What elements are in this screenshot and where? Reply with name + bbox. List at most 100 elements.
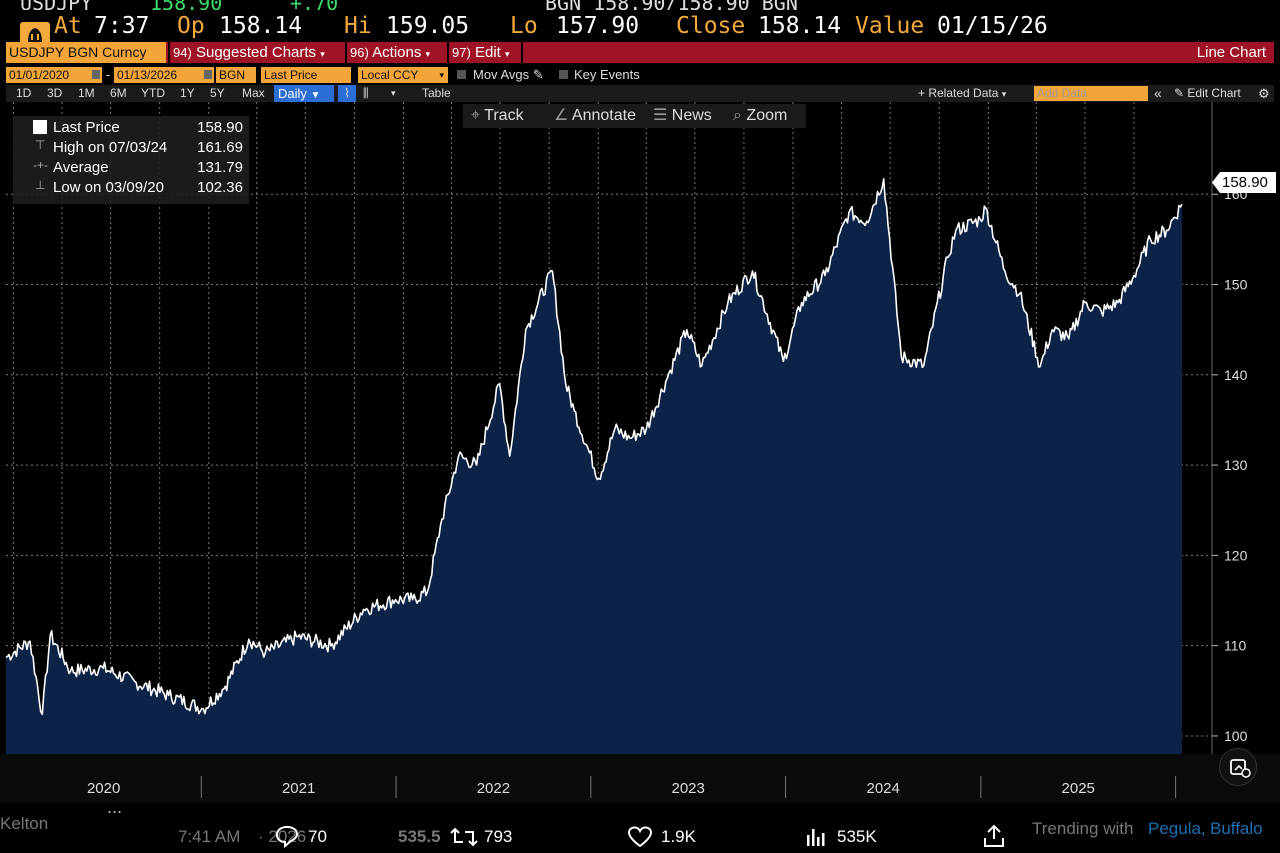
ticker-partial: USDJPY bbox=[20, 0, 92, 10]
x-tick-label: 2020 bbox=[87, 780, 120, 797]
range-ytd[interactable]: YTD bbox=[141, 86, 165, 100]
views-icon[interactable] bbox=[804, 825, 828, 853]
expand-image-icon[interactable] bbox=[1219, 748, 1257, 786]
reply-icon[interactable] bbox=[274, 824, 300, 853]
trending-label: Trending with bbox=[1032, 819, 1134, 838]
chevron-down-icon: ▼ bbox=[310, 90, 321, 101]
average-marker-icon: -+- bbox=[33, 158, 48, 172]
last-price-partial: 158.90 bbox=[150, 0, 222, 10]
actions-number: 96) bbox=[350, 45, 369, 60]
high-marker-icon: ⊤ bbox=[35, 138, 46, 152]
x-tick-label: 2022 bbox=[477, 780, 510, 797]
pricing-source-field[interactable]: BGN bbox=[216, 67, 256, 83]
track-label: Track bbox=[484, 107, 524, 124]
actions-label: Actions bbox=[372, 44, 422, 61]
zoom-tool[interactable]: ⌕ Zoom bbox=[733, 104, 787, 128]
edit-chart-button[interactable]: ✎ Edit Chart bbox=[1174, 85, 1241, 102]
chevron-down-icon[interactable]: ▾ bbox=[391, 88, 396, 98]
chart-legend[interactable]: Last Price 158.90 ⊤ High on 07/03/24 161… bbox=[13, 116, 249, 204]
x-tick-label: 2024 bbox=[867, 780, 900, 797]
annotate-tool[interactable]: ∠ Annotate bbox=[554, 104, 636, 128]
value-date: 01/15/26 bbox=[937, 13, 1048, 39]
related-data-menu[interactable]: + Related Data ▾ bbox=[918, 85, 1006, 102]
share-icon[interactable] bbox=[982, 823, 1006, 853]
low-marker-icon: ⊥ bbox=[35, 178, 46, 192]
chevron-down-icon: ▾ bbox=[425, 49, 431, 59]
candle-chart-icon[interactable]: ⫼ bbox=[363, 86, 369, 100]
gear-icon[interactable]: ⚙ bbox=[1258, 86, 1270, 101]
actions-menu[interactable]: 96) Actions ▾ bbox=[350, 42, 430, 63]
view-count: 535K bbox=[837, 827, 877, 846]
edit-label: Edit bbox=[474, 44, 501, 61]
toolbar-divider bbox=[521, 42, 523, 63]
range-5y[interactable]: 5Y bbox=[210, 86, 225, 100]
range-3d[interactable]: 3D bbox=[47, 86, 63, 100]
chevron-down-icon: ▾ bbox=[320, 49, 325, 59]
range-max[interactable]: Max bbox=[242, 86, 265, 100]
collapse-icon[interactable]: « bbox=[1154, 85, 1162, 101]
news-tool[interactable]: ☰ News bbox=[653, 104, 712, 128]
at-value: 7:37 bbox=[94, 13, 150, 39]
legend-high-value: 161.69 bbox=[197, 139, 243, 156]
change-partial: +.70 bbox=[290, 0, 338, 10]
more-icon[interactable]: ... bbox=[107, 797, 123, 817]
key-events-checkbox[interactable] bbox=[559, 70, 568, 79]
trending-link-buffalo[interactable]: Buffalo bbox=[1210, 819, 1263, 838]
low-value: 157.90 bbox=[556, 13, 640, 39]
like-count: 1.9K bbox=[661, 827, 696, 846]
y-tick-label: 120 bbox=[1224, 547, 1248, 563]
value-label: Value bbox=[855, 13, 925, 39]
open-value: 158.14 bbox=[219, 13, 303, 39]
y-tick-label: 110 bbox=[1224, 638, 1247, 654]
calendar-icon bbox=[92, 70, 100, 79]
legend-last-label: Last Price bbox=[53, 119, 120, 136]
field-selector[interactable]: Last Price bbox=[261, 67, 351, 83]
toolbar-divider bbox=[168, 42, 170, 63]
frequency-dropdown[interactable]: Daily ▼ bbox=[274, 85, 334, 102]
chart-settings-row: 01/01/2020 - 01/13/2026 BGN Last Price L… bbox=[6, 67, 1274, 84]
end-date-field[interactable]: 01/13/2026 bbox=[114, 67, 214, 83]
track-tool[interactable]: ⌖ Track bbox=[471, 104, 524, 128]
x-tick-label: 2023 bbox=[671, 780, 704, 797]
related-data-label: + Related Data bbox=[918, 86, 999, 100]
annotate-label: Annotate bbox=[571, 107, 636, 124]
at-label: At bbox=[54, 13, 82, 39]
zoom-label: Zoom bbox=[746, 107, 788, 124]
table-button[interactable]: Table bbox=[422, 86, 451, 100]
chevron-down-icon: ▾ bbox=[439, 70, 444, 80]
calendar-icon bbox=[204, 70, 212, 79]
security-ticker[interactable]: USDJPY BGN Curncy bbox=[6, 42, 166, 63]
reply-count: 70 bbox=[308, 827, 327, 846]
line-chart-icon[interactable]: ⌇ bbox=[338, 85, 356, 102]
mov-avgs-text: Mov Avgs bbox=[473, 67, 530, 82]
views-partial: 535.5 bbox=[398, 827, 441, 846]
start-date-field[interactable]: 01/01/2020 bbox=[6, 67, 102, 83]
edit-chart-label: Edit Chart bbox=[1187, 86, 1241, 100]
edit-menu[interactable]: 97) Edit ▾ bbox=[452, 42, 510, 63]
x-axis-band bbox=[0, 754, 1280, 803]
trending-link-pegula[interactable]: Pegula, bbox=[1148, 819, 1206, 838]
crosshair-icon: ⌖ bbox=[471, 107, 481, 124]
price-area-fill bbox=[6, 178, 1182, 754]
range-1d[interactable]: 1D bbox=[16, 86, 32, 100]
pencil-icon[interactable]: ✎ bbox=[532, 67, 544, 82]
repost-icon[interactable] bbox=[449, 825, 479, 853]
toolbar-divider bbox=[345, 42, 347, 63]
edit-number: 97) bbox=[452, 45, 471, 60]
currency-selector[interactable]: Local CCY ▾ bbox=[358, 67, 448, 83]
bid-ask-partial: BGN 158.90/158.90 BGN bbox=[545, 0, 798, 10]
currency-value: Local CCY bbox=[361, 68, 419, 82]
news-icon: ☰ bbox=[653, 107, 668, 124]
y-tick-label: 130 bbox=[1224, 457, 1248, 473]
range-1m[interactable]: 1M bbox=[78, 86, 95, 100]
chevron-down-icon: ▾ bbox=[1001, 89, 1007, 99]
high-label: Hi bbox=[344, 13, 372, 39]
like-icon[interactable] bbox=[626, 825, 654, 853]
range-1y[interactable]: 1Y bbox=[180, 86, 195, 100]
suggested-charts-menu[interactable]: 94) Suggested Charts ▾ bbox=[173, 42, 325, 63]
range-6m[interactable]: 6M bbox=[110, 86, 127, 100]
add-data-input[interactable]: Add Data bbox=[1034, 86, 1148, 101]
mov-avgs-checkbox[interactable] bbox=[457, 70, 466, 79]
end-date-value: 01/13/2026 bbox=[117, 68, 178, 82]
